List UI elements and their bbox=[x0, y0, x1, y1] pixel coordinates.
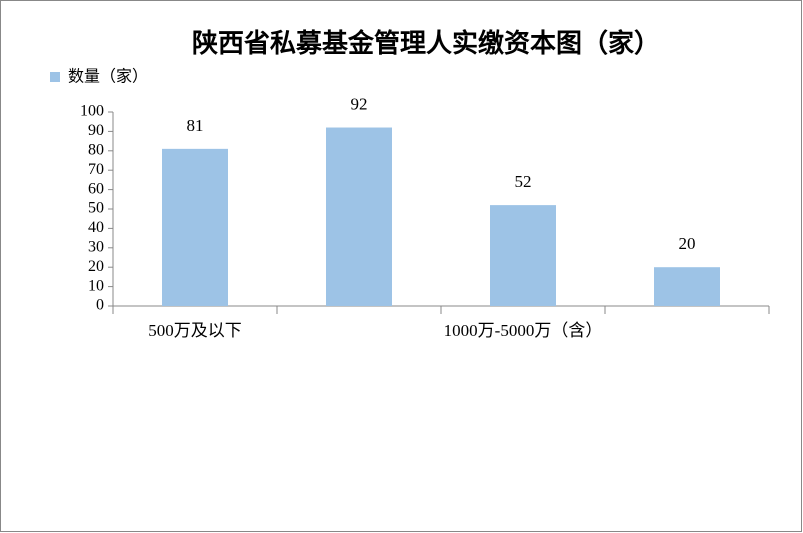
y-tick-label: 60 bbox=[88, 180, 104, 197]
y-tick-label: 70 bbox=[88, 161, 104, 178]
y-tick-label: 90 bbox=[88, 122, 104, 139]
y-tick-label: 0 bbox=[96, 297, 104, 314]
x-tick-label: 1000万-5000万（含） bbox=[444, 321, 603, 340]
data-label: 92 bbox=[351, 94, 368, 113]
data-label: 20 bbox=[679, 234, 696, 253]
data-label: 52 bbox=[515, 172, 532, 191]
chart-title: 陕西省私募基金管理人实缴资本图（家） bbox=[192, 28, 660, 58]
y-tick-label: 40 bbox=[88, 219, 104, 236]
bar bbox=[654, 267, 720, 306]
y-tick-label: 10 bbox=[88, 277, 104, 294]
y-tick-label: 30 bbox=[88, 238, 104, 255]
y-tick-label: 100 bbox=[80, 103, 104, 120]
bar bbox=[326, 127, 392, 307]
bar bbox=[490, 205, 556, 306]
y-tick-label: 50 bbox=[88, 200, 104, 217]
y-tick-label: 80 bbox=[88, 141, 104, 158]
legend-swatch bbox=[50, 72, 60, 82]
legend-label: 数量（家） bbox=[68, 68, 148, 86]
bar bbox=[162, 148, 228, 306]
x-tick-label: 500万及以下 bbox=[148, 321, 242, 340]
data-label: 81 bbox=[187, 116, 204, 135]
y-tick-label: 20 bbox=[88, 258, 104, 275]
